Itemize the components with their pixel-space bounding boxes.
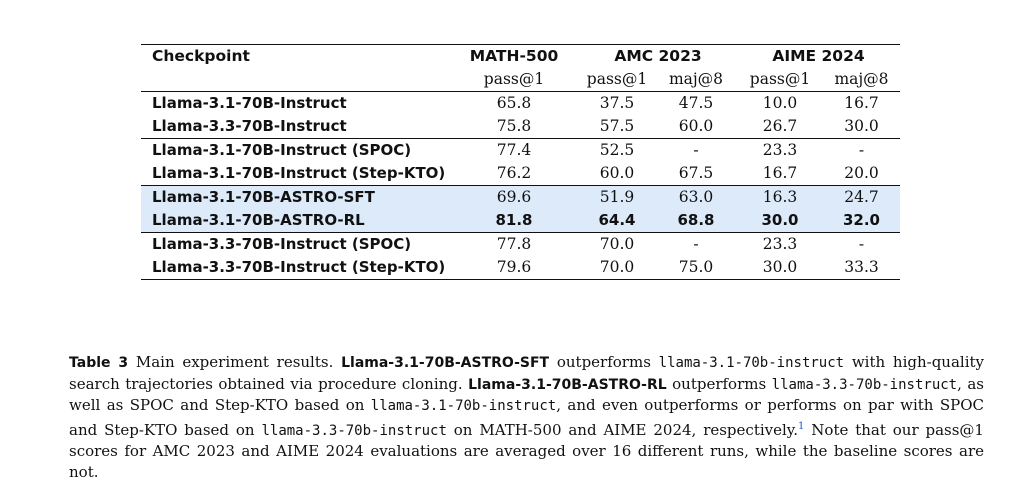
cell-value: 75.8 [496, 117, 532, 135]
cell-value: 65.8 [449, 91, 579, 115]
results-table: Checkpoint MATH-500 AMC 2023 AIME 2024 p… [141, 44, 900, 280]
cell-value: 47.5 [655, 91, 737, 115]
caption-code: llama-3.1-70b-instruct [658, 355, 845, 371]
caption-text: outperforms [672, 374, 767, 393]
cell-value: - [655, 232, 737, 256]
caption-text: , as well as SPOC and Step-KTO based on [69, 374, 984, 415]
caption-model-name: Llama-3.1-70B-ASTRO-RL [468, 376, 667, 393]
table-row: Llama-3.3-70B-Instruct 75.8 57.5 60.0 26… [141, 115, 900, 139]
cell-value: 70.0 [579, 256, 655, 280]
table-row-highlighted: Llama-3.1-70B-ASTRO-SFT 69.6 51.9 63.0 1… [141, 185, 900, 209]
header-subcol: pass@1 [483, 70, 545, 88]
cell-value: 76.2 [496, 164, 532, 182]
table-caption: Table 3 Main experiment results. Llama-3… [69, 352, 984, 482]
cell-value-bold: 64.4 [579, 209, 655, 233]
header-subcol: maj@8 [834, 70, 889, 88]
caption-text: , and even outperforms or performs on pa… [69, 396, 984, 439]
caption-code: llama-3.3-70b-instruct [771, 376, 958, 393]
caption-model-name: Llama-3.1-70B-ASTRO-SFT [341, 355, 550, 371]
row-label: Llama-3.1-70B-ASTRO-RL [141, 209, 449, 233]
cell-value: 24.7 [823, 185, 900, 209]
cell-value: 26.7 [762, 117, 798, 135]
caption-text: Main experiment results. [135, 353, 334, 371]
row-label: Llama-3.3-70B-Instruct [152, 117, 347, 135]
cell-value: 60.0 [678, 117, 714, 135]
row-label: Llama-3.1-70B-ASTRO-SFT [141, 185, 449, 209]
cell-value: 67.5 [678, 164, 714, 182]
row-label: Llama-3.3-70B-Instruct (Step-KTO) [141, 256, 449, 280]
cell-value: 69.6 [449, 185, 579, 209]
cell-value-bold: 81.8 [449, 209, 579, 233]
cell-value: 63.0 [655, 185, 737, 209]
caption-text: on MATH-500 and AIME 2024, respectively. [453, 420, 799, 439]
cell-value-bold: 68.8 [655, 209, 737, 233]
row-label: Llama-3.1-70B-Instruct [141, 91, 449, 115]
cell-value: 10.0 [737, 91, 823, 115]
cell-value: 30.0 [844, 117, 879, 135]
caption-label: Table 3 [69, 355, 129, 371]
cell-value: 52.5 [579, 138, 655, 162]
cell-value: - [823, 138, 900, 162]
header-checkpoint: Checkpoint [141, 44, 449, 68]
caption-code: llama-3.3-70b-instruct [261, 422, 447, 439]
row-label: Llama-3.1-70B-Instruct (Step-KTO) [152, 164, 446, 182]
results-table-container: Checkpoint MATH-500 AMC 2023 AIME 2024 p… [141, 44, 900, 280]
header-group-aime2024: AIME 2024 [737, 44, 900, 68]
header-group-amc2023: AMC 2023 [579, 44, 737, 68]
caption-text: outperforms [556, 353, 651, 371]
cell-value: 37.5 [579, 91, 655, 115]
header-subcol: maj@8 [668, 70, 724, 88]
cell-value: 30.0 [737, 256, 823, 280]
cell-value-bold: 30.0 [737, 209, 823, 233]
cell-value: 23.3 [737, 232, 823, 256]
cell-value: 57.5 [599, 117, 635, 135]
row-label: Llama-3.1-70B-Instruct (SPOC) [141, 138, 449, 162]
caption-code: llama-3.1-70b-instruct [370, 398, 557, 414]
cell-value-bold: 32.0 [823, 209, 900, 233]
cell-value: - [655, 138, 737, 162]
cell-value: 77.4 [449, 138, 579, 162]
cell-value: 23.3 [737, 138, 823, 162]
table-row: Llama-3.3-70B-Instruct (SPOC) 77.8 70.0 … [141, 232, 900, 256]
cell-value: 33.3 [823, 256, 900, 280]
header-subcol: pass@1 [749, 70, 811, 88]
cell-value: 20.0 [844, 164, 879, 182]
table-row: Llama-3.1-70B-Instruct 65.8 37.5 47.5 10… [141, 91, 900, 115]
cell-value: - [823, 232, 900, 256]
header-group-math500: MATH-500 [449, 44, 579, 68]
table-row: Llama-3.1-70B-Instruct (Step-KTO) 76.2 6… [141, 162, 900, 186]
table-row: Llama-3.3-70B-Instruct (Step-KTO) 79.6 7… [141, 256, 900, 280]
cell-value: 70.0 [579, 232, 655, 256]
cell-value: 79.6 [449, 256, 579, 280]
cell-value: 51.9 [579, 185, 655, 209]
cell-value: 16.3 [737, 185, 823, 209]
table-row-highlighted: Llama-3.1-70B-ASTRO-RL 81.8 64.4 68.8 30… [141, 209, 900, 233]
caption-text: with high-quality search trajectories ob… [69, 353, 984, 393]
cell-value: 77.8 [449, 232, 579, 256]
header-row-subcols: pass@1 pass@1 maj@8 pass@1 maj@8 [141, 68, 900, 92]
cell-value: 60.0 [599, 164, 635, 182]
header-subcol: pass@1 [586, 70, 648, 88]
row-label: Llama-3.3-70B-Instruct (SPOC) [141, 232, 449, 256]
footnote-link[interactable]: 1 [798, 420, 805, 432]
cell-value: 75.0 [655, 256, 737, 280]
header-row-groups: Checkpoint MATH-500 AMC 2023 AIME 2024 [141, 44, 900, 68]
header-blank [141, 68, 449, 92]
cell-value: 16.7 [823, 91, 900, 115]
cell-value: 16.7 [762, 164, 798, 182]
table-row: Llama-3.1-70B-Instruct (SPOC) 77.4 52.5 … [141, 138, 900, 162]
